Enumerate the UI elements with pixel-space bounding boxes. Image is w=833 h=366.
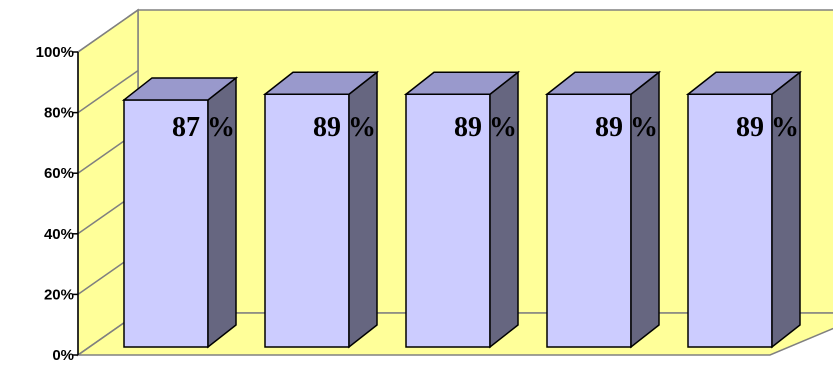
y-tick-label: 100% [36,44,74,61]
data-labels: 87 % 89 % 89 % 89 % 89 % [172,112,799,143]
bar-top [121,77,239,101]
y-tick-label: 20% [44,286,74,303]
tick-slant [77,9,139,53]
bar-top [262,71,380,96]
bar [403,70,521,349]
data-label: 89 % [454,112,517,143]
y-axis: 0% 20% 40% 60% 80% 100% [36,9,139,364]
y-tick-label: 0% [52,347,74,364]
bar-front [123,99,209,348]
tick-slant [77,69,139,114]
y-tick-label: 80% [44,105,74,122]
data-label: 89 % [313,112,376,143]
bar-top [685,71,803,96]
bar [262,70,380,349]
data-label: 87 % [172,112,235,143]
bar-front [546,93,632,348]
bar [685,70,803,349]
bar-front [687,93,773,348]
bar-front [405,93,491,348]
bar-top [403,71,521,96]
bar-top [544,71,662,96]
data-label: 89 % [736,112,799,143]
bar-front [264,93,350,348]
y-tick-label: 60% [44,165,74,182]
bars [121,70,803,349]
bar [121,76,239,349]
bar [544,70,662,349]
data-label: 89 % [595,112,658,143]
y-tick-label: 40% [44,226,74,243]
